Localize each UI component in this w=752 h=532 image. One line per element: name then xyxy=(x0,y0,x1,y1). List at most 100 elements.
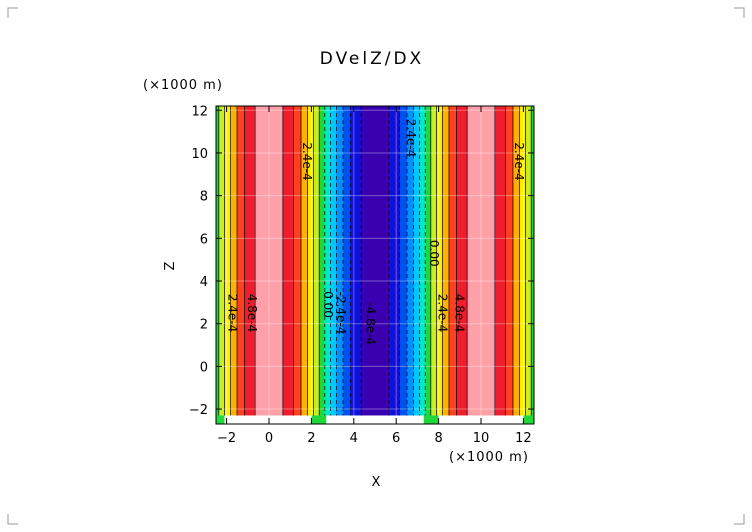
heatmap-strip xyxy=(250,106,253,417)
heatmap-strip xyxy=(233,106,236,417)
heatmap-strip xyxy=(339,106,341,417)
heatmap-strip xyxy=(495,106,497,417)
heatmap-strip xyxy=(302,106,305,417)
heatmap-strip xyxy=(249,106,252,417)
heatmap-strip xyxy=(431,106,434,417)
heatmap-strip xyxy=(264,106,267,417)
heatmap-strip xyxy=(409,106,412,417)
heatmap-strip xyxy=(383,106,386,417)
contour-label: -2.4e-4 xyxy=(334,292,348,335)
heatmap-strip xyxy=(226,106,229,417)
heatmap-strip xyxy=(253,106,256,417)
y-axis-label: Z xyxy=(163,261,178,270)
heatmap-strip xyxy=(260,106,263,417)
heatmap-strip xyxy=(445,106,448,417)
heatmap-strip xyxy=(501,106,503,417)
heatmap-strip xyxy=(380,106,383,417)
heatmap-strip xyxy=(273,106,276,417)
contour-label: 2.4e-4 xyxy=(404,119,418,157)
heatmap-strip xyxy=(281,106,284,417)
y-axis-ticks: −2 0 2 4 6 8 10 12 xyxy=(189,104,534,418)
heatmap-strip xyxy=(491,106,493,417)
heatmap-strip xyxy=(228,106,231,417)
heatmap-strip xyxy=(282,106,285,417)
corner-fill xyxy=(311,415,327,424)
heatmap-strip xyxy=(353,106,355,417)
heatmap-strip xyxy=(517,106,519,417)
heatmap-strip xyxy=(528,106,530,417)
heatmap-strip xyxy=(288,106,291,417)
heatmap-strip xyxy=(345,106,347,417)
heatmap-strip xyxy=(325,106,327,417)
heatmap-strip xyxy=(362,106,364,417)
heatmap-strip xyxy=(244,106,247,417)
heatmap-strip xyxy=(356,106,358,417)
heatmap-strip xyxy=(382,106,385,417)
heatmap-strip xyxy=(271,106,274,417)
heatmap-strip xyxy=(450,106,453,417)
heatmap-strip xyxy=(256,106,259,417)
heatmap-strip xyxy=(322,106,324,417)
heatmap-strip xyxy=(504,106,506,417)
heatmap-strip xyxy=(379,106,382,417)
x-tick-label: 0 xyxy=(265,431,273,446)
heatmap-strip xyxy=(252,106,255,417)
heatmap-strip xyxy=(378,106,381,417)
heatmap-strip xyxy=(437,106,440,417)
heatmap-strip xyxy=(430,106,433,417)
heatmap-strip xyxy=(289,106,292,417)
heatmap-strip xyxy=(454,106,457,417)
heatmap-strip xyxy=(263,106,266,417)
heatmap-strip xyxy=(261,106,264,417)
heatmap-strip xyxy=(391,106,394,417)
heatmap-strip xyxy=(433,106,436,417)
heatmap-strip xyxy=(508,106,510,417)
heatmap-strip xyxy=(280,106,283,417)
heatmap-strip xyxy=(407,106,410,417)
plot-area xyxy=(216,106,534,424)
heatmap-strip xyxy=(348,106,350,417)
heatmap-strip xyxy=(305,106,308,417)
heatmap-strip xyxy=(304,106,307,417)
heatmap-strip xyxy=(396,106,399,417)
plot-frame xyxy=(215,105,535,425)
x-tick-label: 4 xyxy=(350,431,358,446)
heatmap-strip xyxy=(458,106,461,417)
heatmap-strip xyxy=(232,106,235,417)
heatmap-strip xyxy=(270,106,273,417)
heatmap-strip xyxy=(290,106,293,417)
heatmap-strip xyxy=(301,106,304,417)
heatmap-strip xyxy=(487,106,489,417)
x-tick-label: 2 xyxy=(307,431,315,446)
x-axis-label: X xyxy=(372,475,381,490)
heatmap-strip xyxy=(343,106,345,417)
heatmap-strip xyxy=(502,106,504,417)
heatmap-strip xyxy=(386,106,389,417)
heatmap-strip xyxy=(446,106,449,417)
heatmap-strip xyxy=(242,106,245,417)
heatmap-strip xyxy=(349,106,351,417)
heatmap-strip xyxy=(358,106,360,417)
heatmap-strip xyxy=(319,106,321,417)
x-tick-label: −2 xyxy=(217,431,236,446)
heatmap-strip xyxy=(308,106,311,417)
heatmap-strip xyxy=(286,106,289,417)
heatmap-strip xyxy=(506,106,508,417)
heatmap-strip xyxy=(449,106,452,417)
heatmap-strip xyxy=(414,106,417,417)
heatmap-strip xyxy=(434,106,437,417)
heatmap-strip xyxy=(496,106,498,417)
heatmap-strip xyxy=(481,106,483,417)
heatmap-strip xyxy=(397,106,400,417)
heatmap-strip xyxy=(219,106,222,417)
heatmap-strip xyxy=(366,106,368,417)
heatmap-strip xyxy=(328,106,330,417)
heatmap-strip xyxy=(331,106,333,417)
heatmap-strip xyxy=(531,106,533,417)
heatmap-strip xyxy=(354,106,356,417)
heatmap-strip xyxy=(236,106,239,417)
corner-fill xyxy=(216,415,225,424)
heatmap-strip xyxy=(299,106,302,417)
heatmap-strip xyxy=(377,106,380,417)
